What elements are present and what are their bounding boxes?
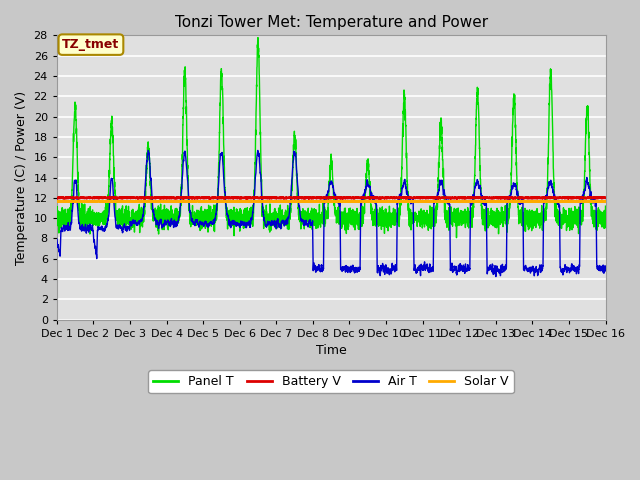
Solar V [53, 199, 61, 204]
Panel T [152, 218, 159, 224]
Battery V [160, 194, 168, 200]
Panel T [53, 214, 61, 220]
Air T [454, 265, 462, 271]
Battery V [243, 196, 251, 202]
Panel T [452, 235, 460, 240]
Battery V [424, 194, 432, 200]
Line: Solar V: Solar V [57, 201, 605, 202]
Air T [53, 236, 61, 242]
Line: Air T: Air T [57, 150, 605, 276]
Air T [492, 274, 500, 279]
Panel T [601, 212, 609, 218]
Line: Panel T: Panel T [57, 37, 605, 238]
X-axis label: Time: Time [316, 344, 346, 357]
Panel T [424, 220, 431, 226]
Solar V [424, 199, 431, 204]
Text: TZ_tmet: TZ_tmet [62, 38, 120, 51]
Solar V [602, 199, 609, 204]
Air T [145, 147, 152, 153]
Solar V [456, 198, 463, 204]
Air T [152, 216, 159, 222]
Panel T [254, 35, 262, 40]
Battery V [602, 195, 609, 201]
Air T [602, 268, 609, 274]
Air T [601, 263, 609, 269]
Solar V [152, 198, 159, 204]
Air T [485, 267, 493, 273]
Panel T [486, 219, 493, 225]
Battery V [486, 194, 493, 200]
Solar V [311, 199, 319, 204]
Solar V [110, 199, 118, 205]
Battery V [152, 194, 159, 200]
Battery V [53, 195, 61, 201]
Air T [311, 263, 319, 269]
Legend: Panel T, Battery V, Air T, Solar V: Panel T, Battery V, Air T, Solar V [148, 370, 514, 393]
Air T [424, 268, 431, 274]
Panel T [311, 213, 319, 218]
Line: Battery V: Battery V [57, 197, 605, 199]
Panel T [602, 203, 609, 209]
Title: Tonzi Tower Met: Temperature and Power: Tonzi Tower Met: Temperature and Power [175, 15, 488, 30]
Battery V [311, 195, 319, 201]
Solar V [601, 199, 609, 204]
Y-axis label: Temperature (C) / Power (V): Temperature (C) / Power (V) [15, 91, 28, 264]
Panel T [454, 212, 462, 218]
Solar V [486, 198, 493, 204]
Battery V [601, 195, 609, 201]
Solar V [454, 199, 462, 204]
Battery V [454, 195, 462, 201]
